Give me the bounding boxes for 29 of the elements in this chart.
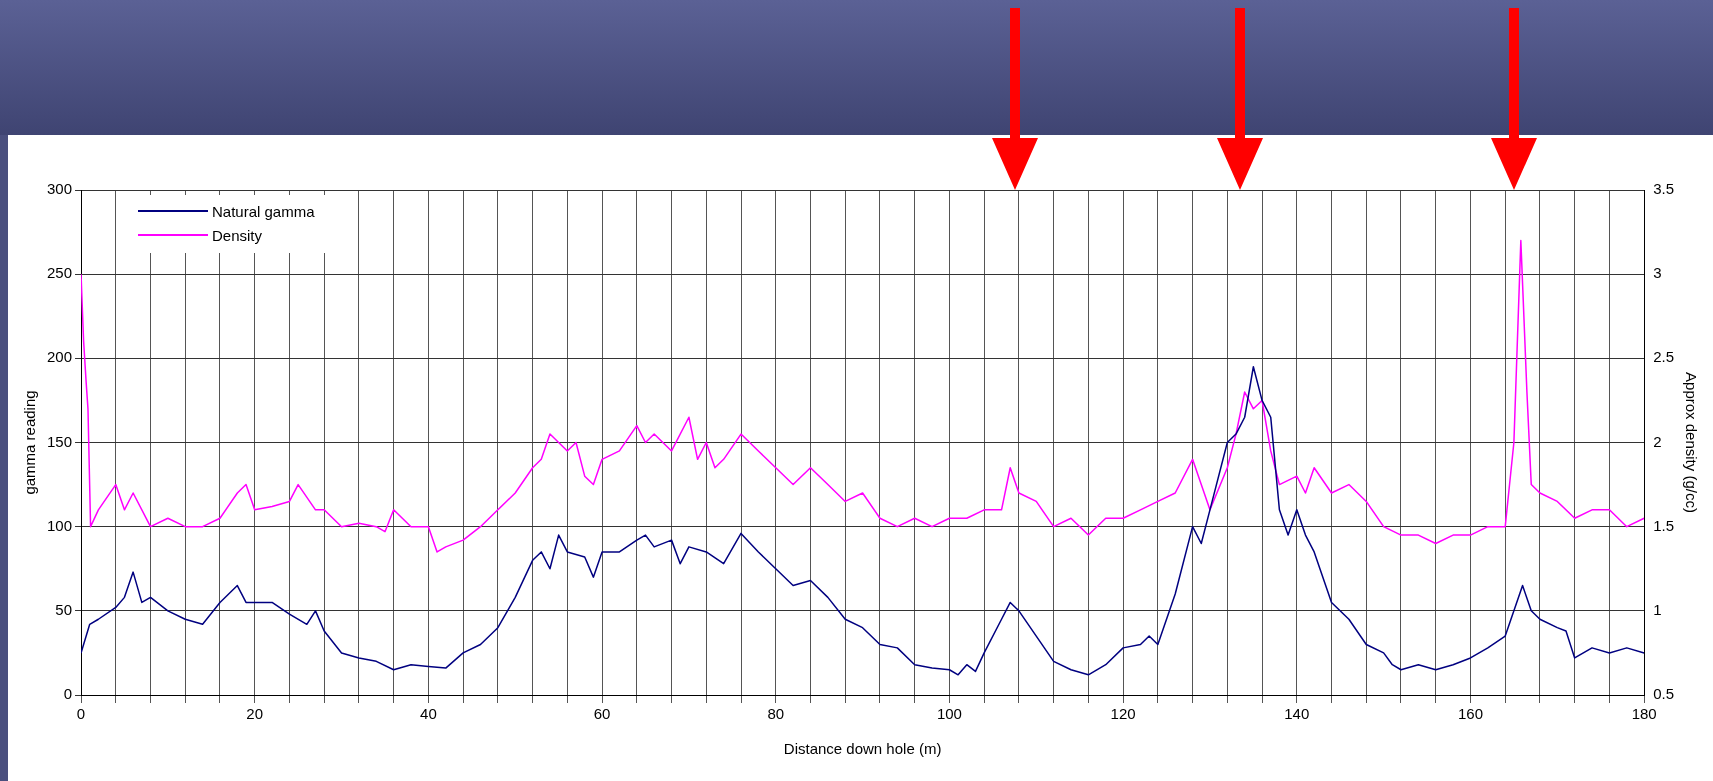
y-tick-label: 100 [47,516,73,534]
y2-tick-label: 2.5 [1653,348,1675,366]
y2-axis-title: Approx density (g/cc) [1682,372,1700,513]
legend-label: Density [212,226,263,244]
x-tick-label: 100 [936,705,962,723]
x-tick-label: 40 [420,705,437,723]
y-tick-label: 200 [47,348,73,366]
x-tick-label: 180 [1631,705,1657,723]
y-tick-label: 300 [47,180,73,198]
y2-tick-label: 1 [1653,600,1662,618]
x-tick-label: 60 [593,705,611,723]
y2-tick-label: 0.5 [1653,685,1675,703]
y2-tick-label: 2 [1653,432,1662,450]
x-tick-label: 20 [246,705,264,723]
x-tick-label: 140 [1284,705,1310,723]
y-tick-label: 50 [55,600,73,618]
x-axis-title: Distance down hole (m) [783,740,942,758]
y-tick-label: 250 [47,264,73,282]
y2-tick-label: 3 [1653,264,1662,282]
x-tick-label: 120 [1110,705,1136,723]
x-tick-label: 160 [1457,705,1483,723]
y2-tick-label: 1.5 [1653,516,1675,534]
y2-tick-label: 3.5 [1653,180,1675,198]
y-tick-label: 150 [47,432,73,450]
y-tick-label: 0 [63,685,73,703]
y-axis-title: gamma reading [21,390,39,495]
x-tick-label: 80 [767,705,785,723]
x-tick-label: 0 [76,705,86,723]
legend-label: Natural gamma [212,202,315,220]
